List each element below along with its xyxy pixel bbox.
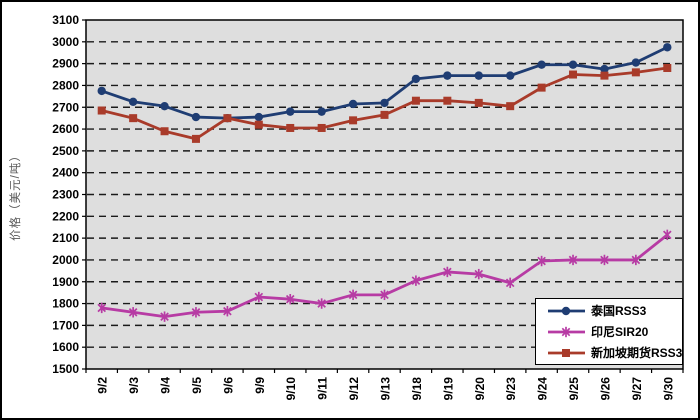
svg-text:9/5: 9/5 [190,377,204,394]
legend-label-thailand-rss3: 泰国RSS3 [591,303,647,318]
svg-text:2800: 2800 [52,78,79,92]
svg-text:9/2: 9/2 [96,377,110,394]
svg-text:2300: 2300 [52,188,79,202]
svg-text:9/18: 9/18 [410,377,424,401]
svg-text:9/20: 9/20 [473,377,487,401]
svg-text:2600: 2600 [52,122,79,136]
legend-swatch-thailand-rss3 [545,304,591,318]
svg-text:2500: 2500 [52,144,79,158]
svg-text:9/10: 9/10 [284,377,298,401]
svg-text:9/27: 9/27 [630,377,644,401]
svg-text:3000: 3000 [52,35,79,49]
svg-text:9/4: 9/4 [159,377,173,394]
svg-text:1900: 1900 [52,275,79,289]
svg-text:1700: 1700 [52,318,79,332]
svg-text:9/25: 9/25 [567,377,581,401]
svg-text:9/3: 9/3 [127,377,141,394]
svg-text:9/9: 9/9 [253,377,267,394]
svg-text:9/13: 9/13 [379,377,393,401]
y-axis-title: 价格（美元/吨） [10,149,22,241]
svg-text:2200: 2200 [52,209,79,223]
svg-text:1600: 1600 [52,340,79,354]
svg-text:9/19: 9/19 [441,377,455,401]
legend-label-singapore-futures-rss3: 新加坡期货RSS3 [591,345,683,360]
legend-label-indonesia-sir20: 印尼SIR20 [591,324,649,339]
svg-text:9/24: 9/24 [536,377,550,401]
legend-swatch-singapore-futures-rss3 [545,346,591,360]
legend-item-singapore-futures-rss3: 新加坡期货RSS3 [545,342,682,363]
svg-text:2100: 2100 [52,231,79,245]
svg-text:9/11: 9/11 [316,377,330,400]
legend: 泰国RSS3 印尼SIR20 新加坡期货RSS3 [535,298,683,365]
svg-text:9/12: 9/12 [347,377,361,401]
svg-text:2400: 2400 [52,166,79,180]
legend-swatch-indonesia-sir20 [545,325,591,339]
legend-item-indonesia-sir20: 印尼SIR20 [545,321,682,342]
svg-text:9/30: 9/30 [661,377,675,401]
svg-text:9/23: 9/23 [504,377,518,401]
svg-text:3100: 3100 [52,13,79,27]
svg-text:2700: 2700 [52,100,79,114]
svg-text:1800: 1800 [52,297,79,311]
legend-item-thailand-rss3: 泰国RSS3 [545,300,682,321]
svg-text:2900: 2900 [52,57,79,71]
svg-text:9/6: 9/6 [221,377,235,394]
svg-text:9/26: 9/26 [598,377,612,401]
svg-text:1500: 1500 [52,362,79,376]
svg-text:2000: 2000 [52,253,79,267]
